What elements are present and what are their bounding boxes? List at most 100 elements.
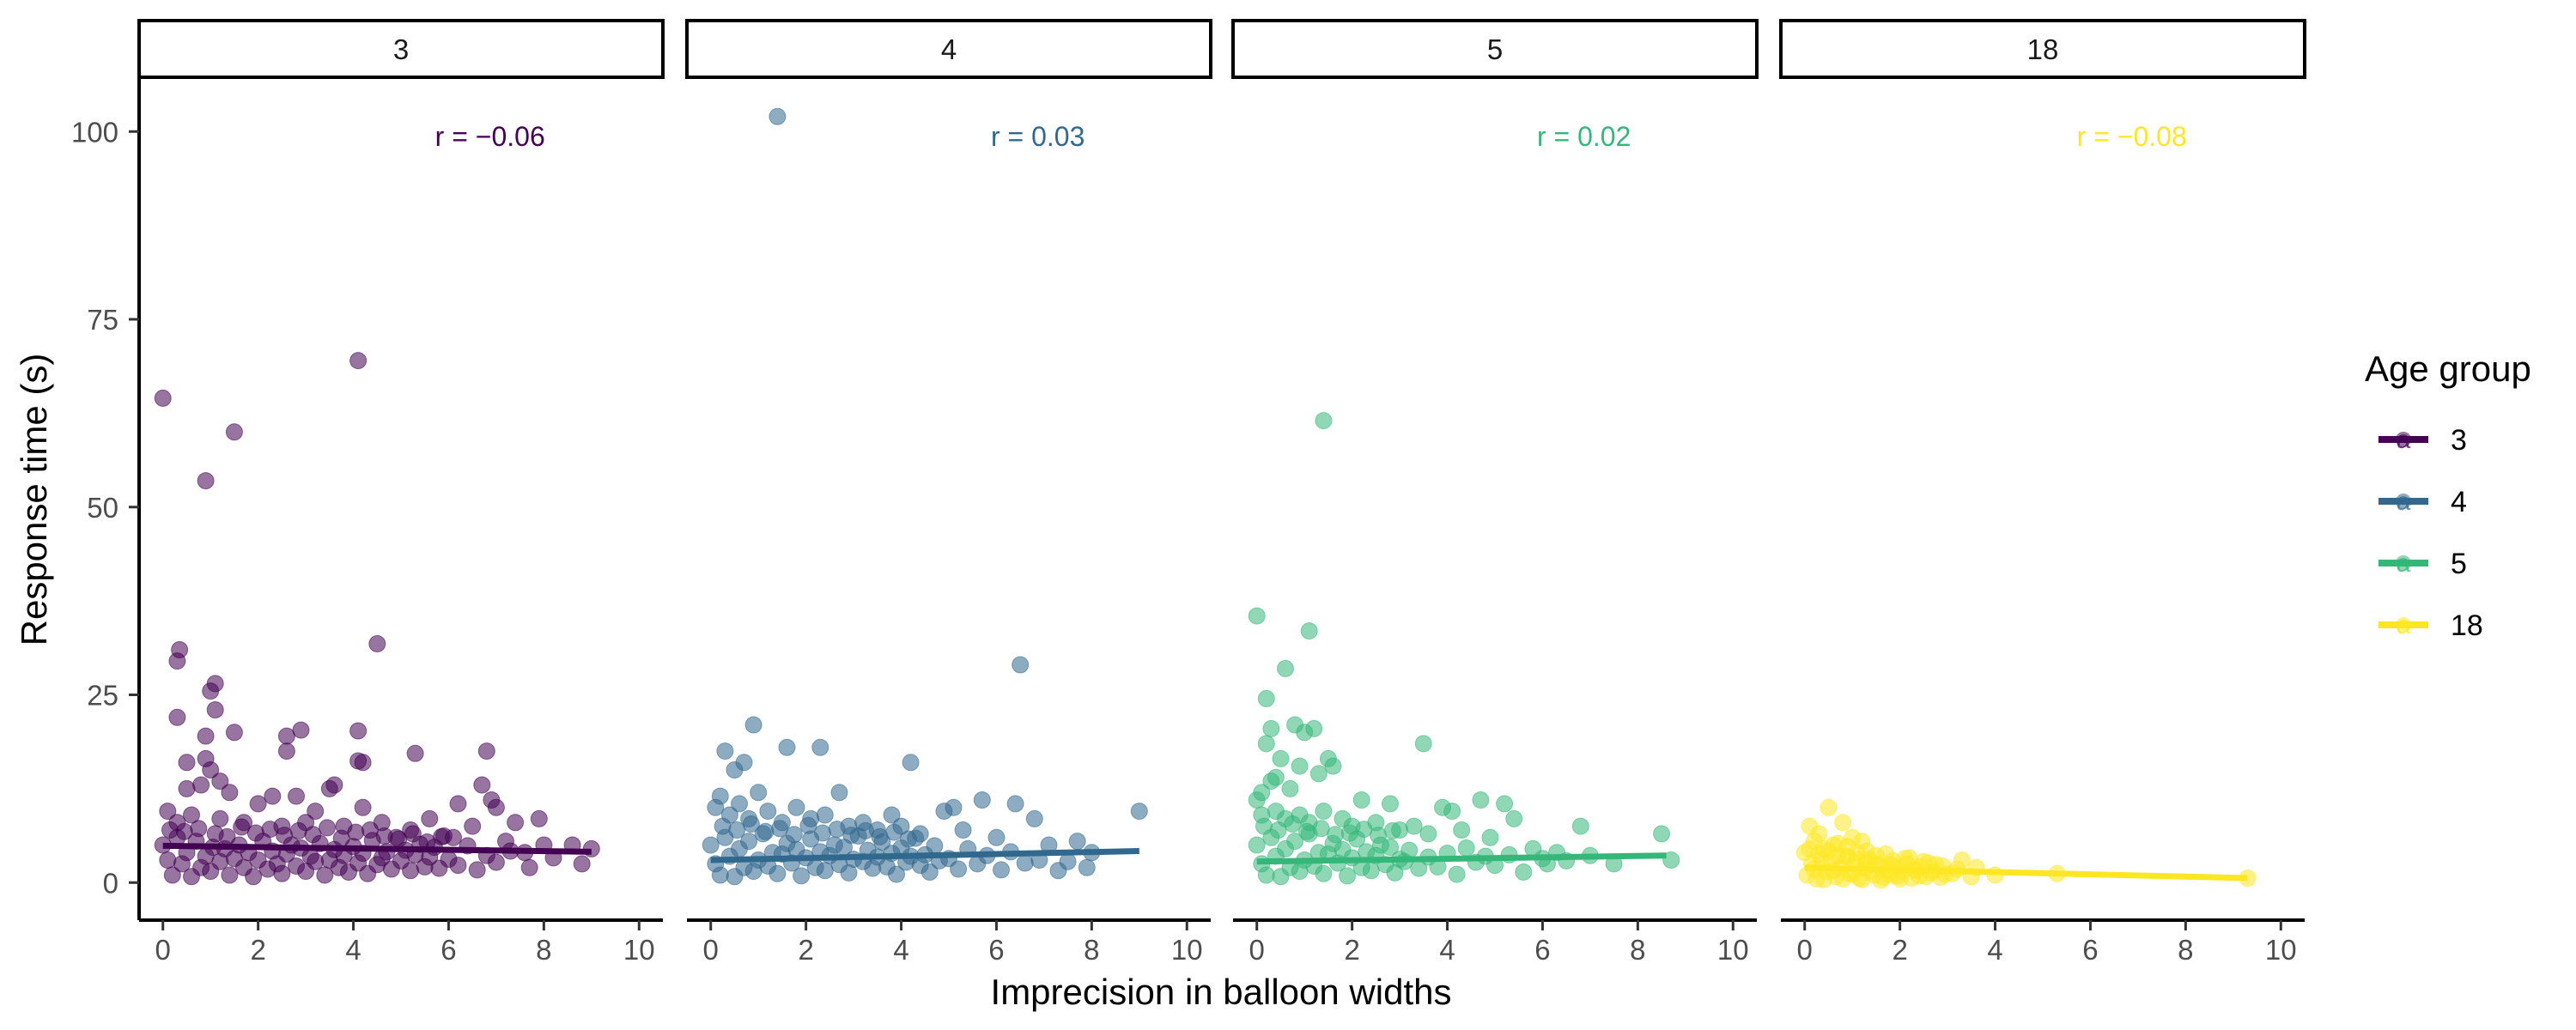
- data-point: [1571, 817, 1589, 835]
- data-point: [1339, 867, 1357, 885]
- x-tick-label: 0: [703, 934, 719, 966]
- data-point: [1284, 815, 1302, 833]
- data-point: [702, 836, 720, 854]
- legend-label-5: 5: [2451, 548, 2467, 580]
- legend-key-point: [2396, 432, 2411, 447]
- data-point: [1515, 863, 1533, 881]
- data-point: [1370, 827, 1388, 845]
- points-5: [1248, 412, 1680, 886]
- data-point: [211, 772, 229, 791]
- data-point: [1481, 828, 1499, 846]
- data-point: [354, 798, 372, 816]
- legend: Age group a 3a 4a 5a 18: [2365, 348, 2531, 642]
- data-point: [221, 784, 239, 802]
- correlation-label-3: r = −0.06: [435, 121, 545, 152]
- data-point: [871, 827, 889, 845]
- data-point: [769, 107, 787, 125]
- data-point: [349, 722, 368, 740]
- data-point: [1281, 779, 1299, 797]
- x-tick-label: 6: [988, 934, 1004, 966]
- trend-line-18: [1804, 864, 2248, 882]
- data-point: [197, 727, 215, 745]
- data-point: [304, 826, 322, 844]
- data-point: [1262, 719, 1280, 737]
- data-point: [735, 754, 753, 772]
- data-point: [288, 787, 305, 805]
- x-tick-label: 2: [250, 934, 265, 966]
- data-point: [778, 738, 796, 756]
- data-point: [1419, 825, 1437, 843]
- data-point: [406, 744, 424, 762]
- data-point: [221, 866, 239, 884]
- trend-line-5: [1256, 852, 1667, 865]
- data-point: [1653, 825, 1671, 843]
- data-point: [375, 827, 393, 845]
- data-point: [307, 803, 325, 821]
- data-point: [1025, 809, 1043, 827]
- data-point: [347, 823, 365, 841]
- data-point: [1272, 749, 1290, 767]
- data-point: [1012, 656, 1030, 674]
- data-point: [276, 827, 294, 845]
- data-point: [1262, 772, 1280, 791]
- data-point: [1130, 803, 1148, 821]
- data-point: [206, 701, 224, 718]
- data-point: [249, 795, 267, 813]
- data-point: [1257, 735, 1275, 753]
- data-point: [1472, 791, 1490, 809]
- data-point: [926, 837, 944, 855]
- legend-key-point: [2396, 494, 2411, 509]
- x-tick-label: 10: [1717, 934, 1749, 966]
- data-point: [888, 865, 905, 883]
- data-point: [1891, 869, 1909, 888]
- data-point: [1016, 854, 1034, 872]
- data-point: [1248, 607, 1266, 625]
- data-point: [487, 853, 505, 871]
- data-point: [178, 754, 196, 772]
- data-point: [202, 682, 220, 700]
- data-point: [1496, 795, 1514, 813]
- correlation-label-18: r = −0.08: [2077, 121, 2187, 152]
- trend-line-4: [710, 848, 1139, 863]
- data-point: [319, 819, 336, 837]
- data-point: [714, 817, 732, 835]
- data-point: [159, 803, 177, 821]
- data-point: [1315, 864, 1333, 882]
- data-point: [1068, 833, 1086, 851]
- facet-strip-label-5: 5: [1487, 33, 1503, 65]
- data-point: [899, 830, 917, 848]
- data-point: [225, 423, 243, 441]
- data-point: [1291, 757, 1309, 775]
- data-point: [1305, 719, 1323, 737]
- data-point: [273, 864, 291, 882]
- trend-line-3: [162, 842, 592, 855]
- data-point: [1443, 803, 1461, 821]
- data-point: [354, 754, 372, 772]
- data-point: [1382, 795, 1399, 813]
- data-point: [1315, 412, 1333, 430]
- data-point: [993, 861, 1010, 879]
- data-point: [404, 825, 422, 843]
- legend-key-glyph: a: [2397, 611, 2411, 639]
- data-point: [1257, 866, 1275, 884]
- data-point: [530, 809, 548, 827]
- data-point: [1248, 836, 1266, 854]
- data-point: [1829, 834, 1847, 852]
- facet-panel-5: 5 0 2 4 6 8 10 r = 0.02: [1231, 19, 1759, 966]
- data-point: [1405, 817, 1423, 835]
- data-point: [368, 635, 386, 652]
- data-point: [245, 868, 263, 886]
- x-tick-label: 0: [1797, 934, 1813, 966]
- data-point: [316, 866, 334, 884]
- data-point: [787, 798, 805, 816]
- facet-strip-18: [1779, 19, 2306, 79]
- data-point: [1078, 858, 1096, 876]
- data-point: [707, 798, 725, 816]
- data-point: [1382, 839, 1399, 857]
- data-point: [507, 814, 525, 832]
- x-tick-label: 4: [1439, 934, 1455, 966]
- data-point: [168, 708, 186, 726]
